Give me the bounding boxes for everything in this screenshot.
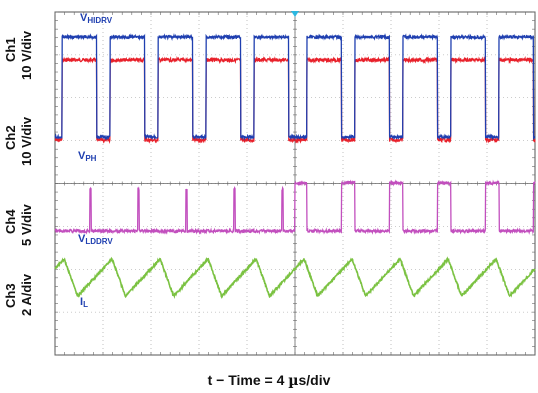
ch4-label: Ch4: [3, 209, 18, 234]
signal-label-il: IL: [80, 296, 88, 309]
ch4-scale: 5 V/div: [19, 204, 34, 246]
trace-vhidrv: [54, 32, 536, 141]
signal-label-vlddrv: VLDDRV: [78, 233, 113, 246]
mu-symbol: µ: [288, 373, 299, 389]
x-axis-label: t − Time = 4 µs/div: [207, 372, 331, 389]
trace-il: [54, 256, 536, 299]
signal-label-vhidrv: VHIDRV: [80, 12, 113, 25]
trigger-arrow-icon: [291, 11, 299, 17]
ch2-scale: 10 V/div: [19, 116, 34, 166]
ch1-scale: 10 V/div: [19, 30, 34, 80]
ch3-scale: 2 A/div: [19, 273, 34, 316]
trace-vlddrv: [54, 179, 536, 235]
ch1-label: Ch1: [3, 37, 18, 62]
signal-label-vph: VPH: [78, 150, 97, 163]
ch2-label: Ch2: [3, 125, 18, 150]
waveform-traces: [54, 32, 536, 299]
trigger-marker: [291, 11, 299, 17]
ch3-label: Ch3: [3, 283, 18, 308]
